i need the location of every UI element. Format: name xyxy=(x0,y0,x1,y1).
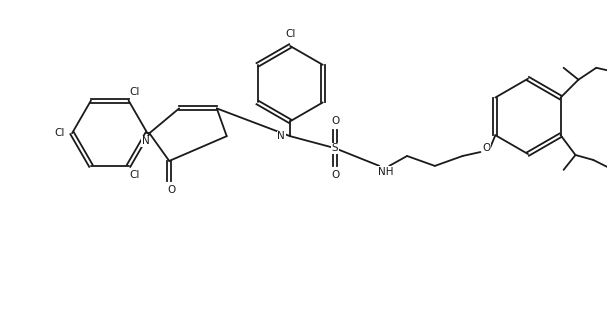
Text: S: S xyxy=(331,143,338,153)
Text: O: O xyxy=(167,185,175,195)
Text: Cl: Cl xyxy=(129,170,140,180)
Text: O: O xyxy=(332,170,340,180)
Text: O: O xyxy=(332,116,340,126)
Text: N: N xyxy=(278,131,285,141)
Text: Cl: Cl xyxy=(285,29,295,39)
Text: N: N xyxy=(142,136,149,146)
Text: O: O xyxy=(483,143,490,153)
Text: Cl: Cl xyxy=(129,87,140,97)
Text: Cl: Cl xyxy=(54,128,65,138)
Text: NH: NH xyxy=(378,167,393,177)
